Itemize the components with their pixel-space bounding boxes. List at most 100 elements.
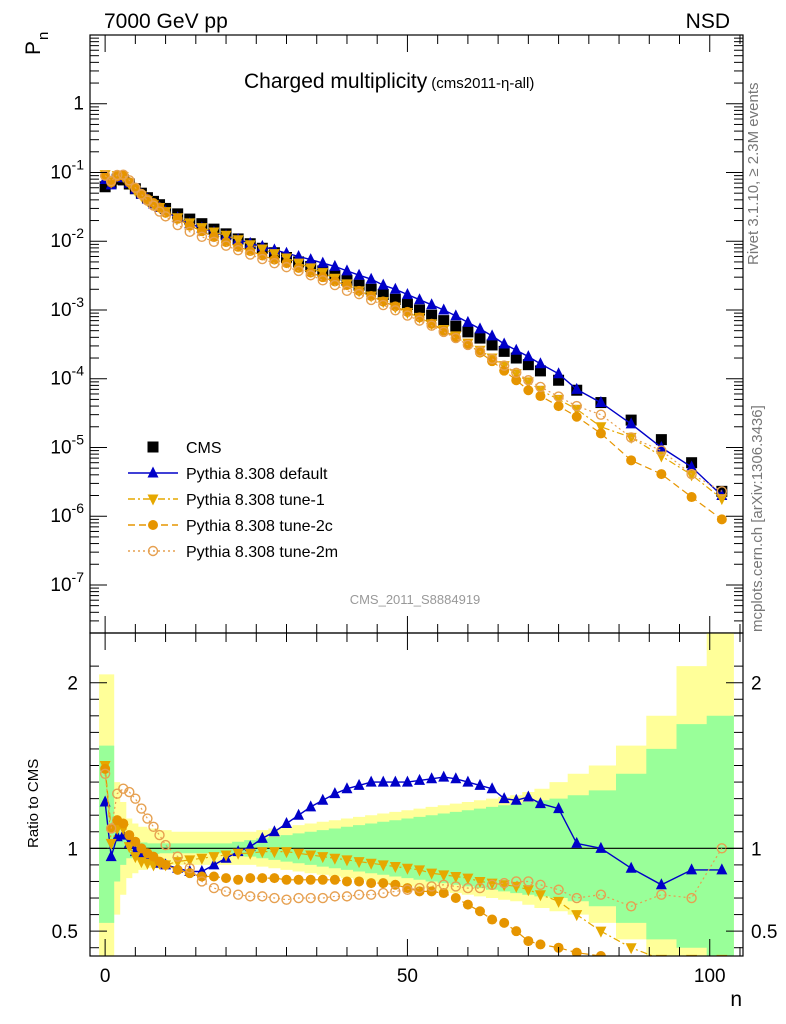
main-data-point xyxy=(341,285,353,297)
ratio-data-point xyxy=(172,864,183,875)
main-series-4 xyxy=(99,169,728,497)
main-data-point xyxy=(142,195,153,206)
main-data-point xyxy=(269,254,280,265)
main-data-point xyxy=(595,428,606,439)
ratio-data-point xyxy=(595,951,606,956)
ratio-data-point xyxy=(129,852,141,864)
ratio-data-point xyxy=(136,803,147,814)
main-data-point xyxy=(244,240,256,252)
legend-item: Pythia 8.308 tune-2m xyxy=(128,544,338,561)
ratio-data-point xyxy=(462,882,474,894)
main-data-point xyxy=(184,226,195,238)
ratio-data-point xyxy=(208,882,220,894)
main-data-point xyxy=(232,235,244,247)
ratio-data-point xyxy=(655,878,667,890)
ratio-data-point xyxy=(160,839,171,851)
ratio-data-point xyxy=(626,963,636,973)
ratio-data-point xyxy=(511,876,522,887)
chart-title: Charged multiplicity (cms2011-η-all) xyxy=(244,70,534,93)
main-data-point xyxy=(510,352,522,364)
ratio-data-point xyxy=(353,889,365,900)
ratio-data-point xyxy=(686,892,697,904)
ratio-data-point xyxy=(256,831,268,843)
main-data-point xyxy=(716,486,728,497)
ratio-data-point xyxy=(438,870,450,882)
ratio-y-tick-label: 1 xyxy=(67,839,78,860)
ratio-data-point xyxy=(172,851,183,862)
ratio-data-point xyxy=(686,863,698,875)
ratio-data-point xyxy=(329,853,341,865)
main-data-point xyxy=(462,339,474,351)
main-data-point xyxy=(535,391,546,402)
ratio-data-point xyxy=(130,793,141,804)
main-data-point xyxy=(293,265,304,277)
main-data-point xyxy=(389,282,401,294)
main-data-point xyxy=(571,382,583,394)
ratio-data-point xyxy=(112,788,123,799)
ratio-data-point xyxy=(401,863,413,875)
main-series-line xyxy=(104,174,723,492)
ratio-data-point xyxy=(293,808,305,820)
y-tick-label: 10-7 xyxy=(50,569,84,596)
legend-item: Pythia 8.308 tune-2c xyxy=(128,518,333,535)
main-data-point xyxy=(378,299,389,311)
ratio-data-point xyxy=(595,841,607,853)
ratio-data-point xyxy=(691,955,693,956)
ratio-data-point xyxy=(256,847,268,859)
y-tick-label: 1 xyxy=(73,94,84,115)
ratio-data-point xyxy=(390,886,401,897)
ratio-data-point xyxy=(118,783,129,794)
ratio-data-point xyxy=(462,775,474,787)
main-data-point xyxy=(414,304,426,316)
main-data-point xyxy=(329,279,341,291)
y-tick-label: 10-3 xyxy=(50,294,84,321)
ratio-data-point xyxy=(317,793,329,805)
main-data-point xyxy=(317,256,329,268)
ratio-data-point xyxy=(341,876,352,887)
main-data-point xyxy=(716,514,727,525)
main-data-point xyxy=(196,231,208,243)
main-data-point xyxy=(523,385,534,396)
ratio-data-point xyxy=(365,858,377,870)
ratio-data-point xyxy=(124,786,135,798)
main-data-point xyxy=(329,276,340,287)
ratio-data-point xyxy=(389,862,401,874)
ratio-data-point xyxy=(268,825,280,837)
main-data-point xyxy=(99,181,111,193)
ratio-data-point xyxy=(208,858,220,870)
x-tick-label: 50 xyxy=(397,966,418,987)
main-data-point xyxy=(269,257,280,269)
rivet-label: Rivet 3.1.10, ≥ 2.3M events xyxy=(745,83,762,266)
ratio-data-point xyxy=(257,891,268,902)
main-data-point xyxy=(438,303,450,315)
ratio-data-point xyxy=(486,879,498,890)
ratio-data-point xyxy=(499,917,510,928)
main-data-point xyxy=(534,357,546,369)
main-data-point xyxy=(522,359,534,371)
ratio-data-point xyxy=(305,800,317,812)
main-data-point xyxy=(510,369,522,381)
ratio-data-point xyxy=(233,874,244,885)
ratio-data-point xyxy=(341,891,353,902)
ratio-data-point xyxy=(130,836,141,847)
main-data-point xyxy=(341,264,353,276)
main-data-point xyxy=(498,360,510,371)
ratio-data-point xyxy=(450,893,461,904)
ratio-data-point xyxy=(553,802,565,814)
ratio-data-point xyxy=(305,850,317,862)
main-data-point xyxy=(414,293,426,305)
ratio-data-point xyxy=(184,855,196,867)
ratio-data-point xyxy=(414,773,426,785)
main-data-point xyxy=(553,391,564,402)
main-data-point xyxy=(553,401,564,412)
main-data-point xyxy=(414,315,425,326)
ratio-data-point xyxy=(366,878,377,889)
ratio-data-point xyxy=(389,775,401,787)
main-data-point xyxy=(498,345,510,357)
ratio-data-point xyxy=(317,852,329,864)
ratio-data-point xyxy=(414,882,425,894)
main-data-point xyxy=(522,350,534,362)
main-data-point xyxy=(571,411,582,422)
main-data-point xyxy=(377,278,389,290)
